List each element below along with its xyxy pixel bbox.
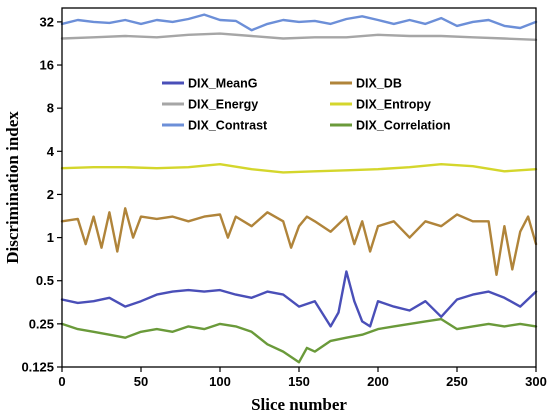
series-line-dix-contrast — [60, 13, 538, 32]
x-tick-label: 200 — [367, 374, 389, 389]
y-tick-label: 32 — [40, 14, 54, 29]
y-axis-label: Discrimination index — [3, 111, 22, 264]
legend-label-dix-db: DIX_DB — [356, 77, 402, 91]
series-line-dix-db — [60, 207, 538, 276]
y-tick-label: 0.5 — [36, 273, 54, 288]
legend-label-dix-correlation: DIX_Correlation — [356, 119, 450, 133]
x-axis-label: Slice number — [251, 395, 347, 414]
y-tick-label: 16 — [40, 58, 54, 73]
y-tick-label: 2 — [47, 187, 54, 202]
series-line-dix-entropy — [60, 163, 538, 174]
y-axis-ticks: 0.125 0.25 0.5 1 2 4 8 16 32 — [21, 14, 62, 375]
legend-label-dix-entropy: DIX_Entropy — [356, 98, 431, 112]
series-line-dix-energy — [60, 32, 538, 41]
y-tick-label: 0.125 — [21, 360, 54, 375]
x-tick-label: 250 — [446, 374, 468, 389]
y-tick-label: 1 — [47, 230, 54, 245]
y-tick-label: 8 — [47, 101, 54, 116]
x-tick-label: 100 — [209, 374, 231, 389]
legend: DIX_MeanG DIX_DB DIX_Energy DIX_Entropy DIX_… — [162, 77, 450, 133]
series-line-dix-correlation — [60, 317, 538, 364]
x-tick-label: 50 — [134, 374, 148, 389]
legend-label-dix-meang: DIX_MeanG — [188, 77, 257, 91]
y-tick-label: 0.25 — [29, 316, 54, 331]
x-axis-ticks: 0 50 100 150 200 250 300 — [58, 367, 547, 389]
y-tick-label: 4 — [47, 144, 55, 159]
legend-label-dix-energy: DIX_Energy — [188, 98, 258, 112]
x-tick-label: 300 — [525, 374, 547, 389]
series-lines — [60, 13, 538, 364]
legend-label-dix-contrast: DIX_Contrast — [188, 119, 268, 133]
x-tick-label: 150 — [288, 374, 310, 389]
series-line-dix-meang — [60, 270, 538, 328]
plot-frame — [61, 7, 537, 368]
x-tick-label: 0 — [58, 374, 65, 389]
